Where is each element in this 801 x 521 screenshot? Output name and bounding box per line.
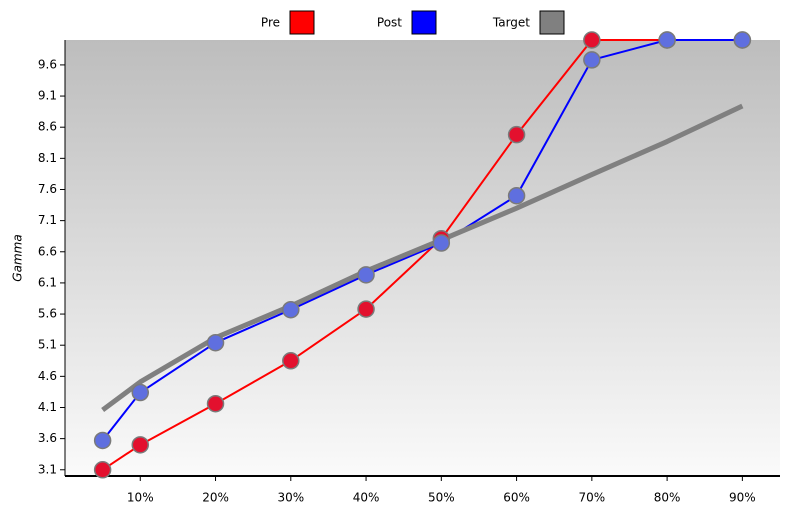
y-tick-label: 4.1 bbox=[38, 400, 57, 414]
x-tick-label: 20% bbox=[202, 491, 229, 505]
y-tick-label: 4.6 bbox=[38, 369, 57, 383]
plot-area bbox=[65, 40, 780, 476]
data-point bbox=[282, 352, 300, 370]
data-point bbox=[206, 394, 225, 413]
series-line bbox=[102, 39, 743, 471]
data-point bbox=[658, 31, 676, 49]
legend-swatch bbox=[539, 10, 565, 35]
y-tick-label: 3.1 bbox=[38, 462, 57, 476]
y-tick-label: 8.1 bbox=[38, 151, 57, 165]
data-point bbox=[131, 436, 150, 454]
legend-label: Post bbox=[377, 16, 402, 30]
y-tick-label: 9.1 bbox=[38, 89, 57, 103]
data-point bbox=[131, 383, 150, 402]
legend-swatch bbox=[289, 10, 315, 35]
y-tick-label: 6.6 bbox=[38, 244, 57, 258]
y-tick-label: 9.6 bbox=[38, 57, 57, 71]
data-point bbox=[507, 186, 526, 205]
y-axis-label: Gamma bbox=[11, 234, 25, 281]
data-point bbox=[432, 234, 451, 252]
y-tick-label: 7.1 bbox=[38, 213, 57, 227]
x-tick-label: 80% bbox=[654, 491, 681, 505]
y-tick-label: 5.6 bbox=[38, 307, 57, 321]
data-point bbox=[733, 31, 752, 49]
data-point bbox=[93, 431, 112, 450]
data-point bbox=[357, 266, 375, 284]
x-tick-label: 30% bbox=[277, 491, 304, 505]
legend-label: Pre bbox=[261, 16, 280, 30]
data-point bbox=[583, 51, 601, 69]
data-point bbox=[357, 300, 375, 318]
y-tick-label: 6.1 bbox=[38, 275, 57, 289]
data-point bbox=[583, 31, 601, 49]
x-tick-label: 40% bbox=[353, 491, 380, 505]
x-tick-label: 90% bbox=[729, 491, 756, 505]
y-tick-label: 7.6 bbox=[38, 182, 57, 196]
y-tick-label: 5.1 bbox=[38, 338, 57, 352]
legend-label: Target bbox=[492, 16, 530, 30]
x-tick-label: 10% bbox=[127, 491, 154, 505]
data-point bbox=[206, 333, 225, 352]
y-tick-label: 3.6 bbox=[38, 431, 57, 445]
x-tick-label: 60% bbox=[503, 491, 530, 505]
x-tick-label: 70% bbox=[579, 491, 606, 505]
legend-swatch bbox=[411, 10, 437, 35]
data-point bbox=[93, 461, 112, 479]
x-tick-label: 50% bbox=[428, 491, 455, 505]
y-tick-label: 8.6 bbox=[38, 120, 57, 134]
series-line bbox=[101, 103, 744, 412]
data-point bbox=[282, 300, 300, 319]
series-line bbox=[101, 39, 743, 442]
data-point bbox=[507, 125, 526, 144]
